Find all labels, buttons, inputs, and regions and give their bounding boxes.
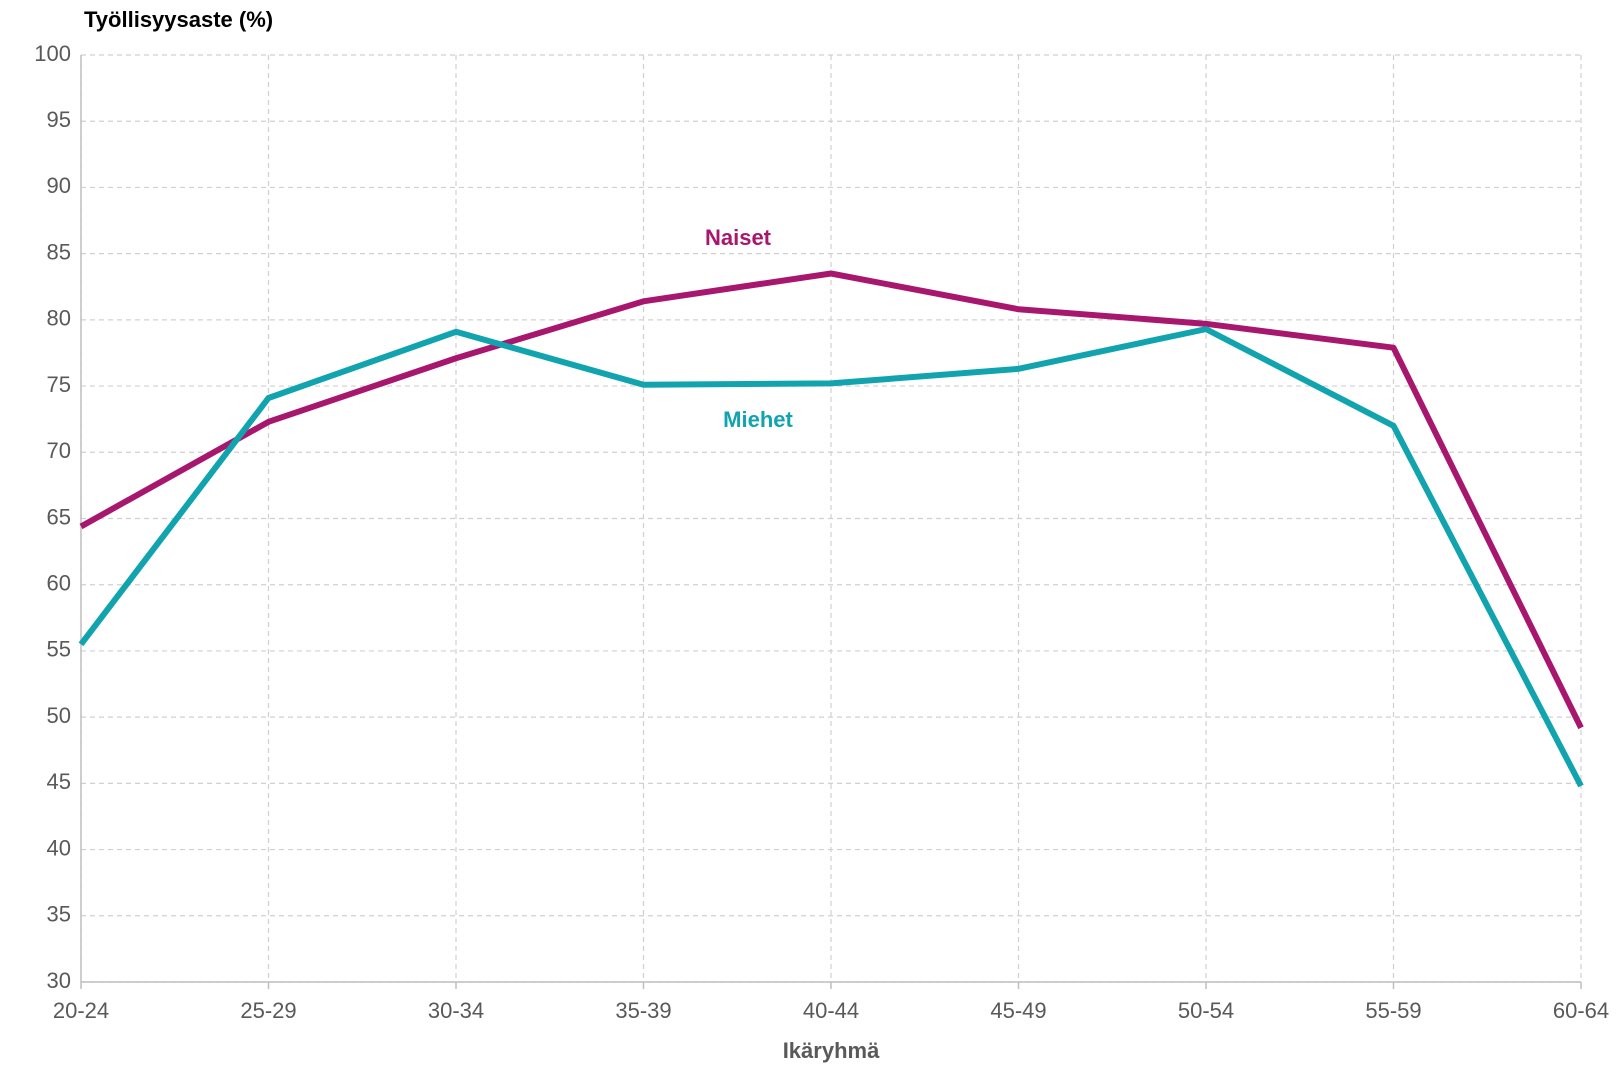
y-tick-label: 90 xyxy=(47,173,71,198)
y-tick-label: 60 xyxy=(47,571,71,596)
x-tick-label: 45-49 xyxy=(990,998,1046,1023)
x-tick-label: 25-29 xyxy=(240,998,296,1023)
y-tick-label: 50 xyxy=(47,703,71,728)
x-tick-label: 50-54 xyxy=(1178,998,1234,1023)
y-tick-label: 30 xyxy=(47,968,71,993)
y-tick-label: 55 xyxy=(47,637,71,662)
y-tick-label: 65 xyxy=(47,504,71,529)
line-series xyxy=(78,326,1584,788)
y-tick-label: 45 xyxy=(47,769,71,794)
x-tick-label: 40-44 xyxy=(803,998,859,1023)
y-axis-title: Työllisyysaste (%) xyxy=(84,7,273,32)
y-tick-label: 35 xyxy=(47,902,71,927)
y-tick-label: 95 xyxy=(47,107,71,132)
y-tick-label: 80 xyxy=(47,306,71,331)
x-tick-label: 35-39 xyxy=(615,998,671,1023)
x-tick-label: 30-34 xyxy=(428,998,484,1023)
series-label: Naiset xyxy=(705,225,772,250)
y-tick-label: 70 xyxy=(47,438,71,463)
y-tick-label: 40 xyxy=(47,835,71,860)
line-series xyxy=(79,270,1584,730)
x-tick-label: 20-24 xyxy=(53,998,109,1023)
x-tick-label: 60-64 xyxy=(1553,998,1609,1023)
x-axis-title: Ikäryhmä xyxy=(783,1038,880,1063)
series-label: Miehet xyxy=(723,407,793,432)
y-tick-label: 75 xyxy=(47,372,71,397)
y-tick-label: 100 xyxy=(34,41,71,66)
y-tick-label: 85 xyxy=(47,239,71,264)
x-tick-label: 55-59 xyxy=(1365,998,1421,1023)
